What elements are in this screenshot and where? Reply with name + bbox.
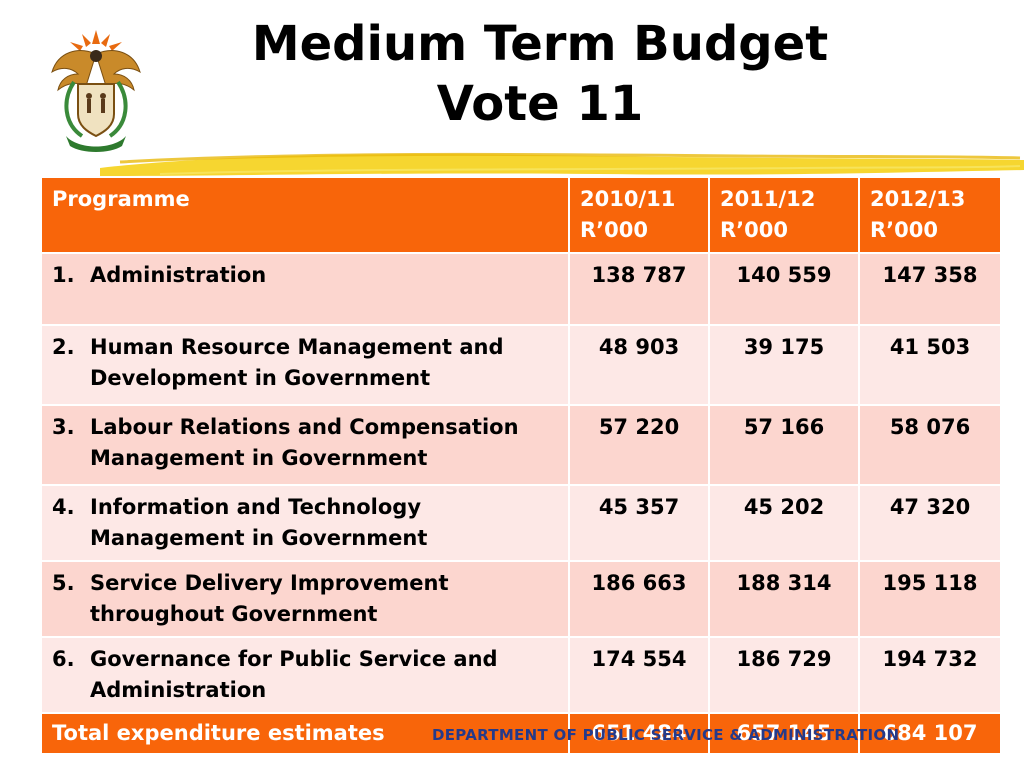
coat-of-arms-emblem	[51, 30, 141, 152]
programme-name: Labour Relations and Compensation Manage…	[90, 415, 519, 470]
value-2011-12: 140 559	[708, 252, 860, 326]
value-2010-11: 57 220	[568, 404, 710, 486]
total-2012-13: 684 107	[858, 712, 1002, 755]
value-2010-11: 48 903	[568, 324, 710, 406]
table-row: 1. Administration 138 787 140 559 147 358	[40, 252, 1002, 326]
header-2011-12: 2011/12 R’000	[708, 176, 860, 254]
total-2011-12: 657 145	[708, 712, 860, 755]
header-programme: Programme	[40, 176, 570, 254]
value-2012-13: 41 503	[858, 324, 1002, 406]
value-2011-12: 188 314	[708, 560, 860, 638]
header-2012-13: 2012/13 R’000	[858, 176, 1002, 254]
total-row: Total expenditure estimates 651 484 657 …	[40, 712, 1002, 755]
table-row: 2. Human Resource Management and Developm…	[40, 324, 1002, 406]
title-line-2: Vote 11	[436, 76, 644, 132]
brush-stroke-decoration	[100, 152, 1024, 176]
value-2012-13: 47 320	[858, 484, 1002, 562]
value-2012-13: 194 732	[858, 636, 1002, 714]
value-2011-12: 39 175	[708, 324, 860, 406]
title-line-1: Medium Term Budget	[251, 16, 829, 72]
programme-name: Human Resource Management and Developmen…	[90, 335, 504, 390]
value-2010-11: 186 663	[568, 560, 710, 638]
programme-name: Service Delivery Improvement throughout …	[90, 571, 449, 626]
programme-name: Administration	[90, 263, 267, 287]
total-label: Total expenditure estimates	[40, 712, 570, 755]
total-2010-11: 651 484	[568, 712, 710, 755]
programme-name: Governance for Public Service and Admini…	[90, 647, 498, 702]
value-2011-12: 186 729	[708, 636, 860, 714]
value-2010-11: 45 357	[568, 484, 710, 562]
table-row: 4. Information and Technology Management …	[40, 484, 1002, 562]
table-row: 3. Labour Relations and Compensation Mana…	[40, 404, 1002, 486]
value-2012-13: 147 358	[858, 252, 1002, 326]
value-2010-11: 138 787	[568, 252, 710, 326]
budget-table: Programme 2010/11 R’000 2011/12 R’000 20…	[40, 176, 1002, 755]
value-2012-13: 195 118	[858, 560, 1002, 638]
value-2011-12: 57 166	[708, 404, 860, 486]
value-2010-11: 174 554	[568, 636, 710, 714]
table-row: 5. Service Delivery Improvement throughou…	[40, 560, 1002, 638]
table-row: 6. Governance for Public Service and Admi…	[40, 636, 1002, 714]
value-2011-12: 45 202	[708, 484, 860, 562]
table-header-row: Programme 2010/11 R’000 2011/12 R’000 20…	[40, 176, 1002, 254]
value-2012-13: 58 076	[858, 404, 1002, 486]
slide-title: Medium Term Budget Vote 11	[150, 14, 930, 134]
header-2010-11: 2010/11 R’000	[568, 176, 710, 254]
programme-name: Information and Technology Management in…	[90, 495, 428, 550]
department-footer: DEPARTMENT OF PUBLIC SERVICE & ADMINISTR…	[432, 726, 900, 744]
